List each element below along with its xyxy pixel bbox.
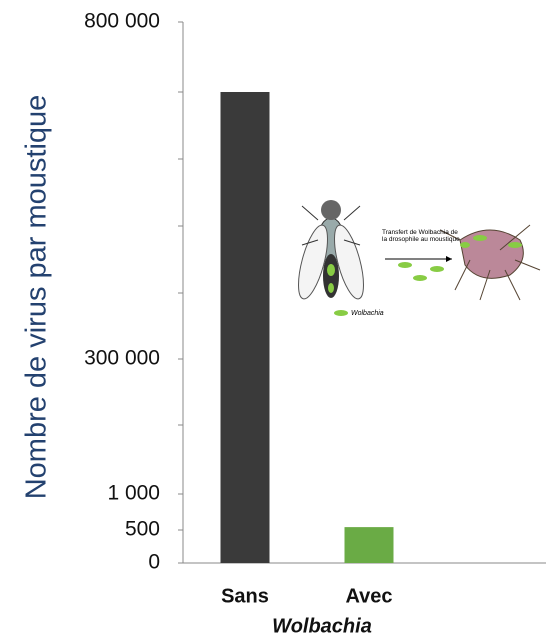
chart: Nombre de virus par moustique Wolbachia … [0,0,547,644]
y-tick-label: 0 [148,551,160,574]
x-tick-label: Avec [345,585,392,607]
y-tick-label: 300 000 [84,347,160,370]
x-axis-title: Wolbachia [272,615,372,637]
y-axis-title: Nombre de virus par moustique [21,95,53,500]
transfer-annotation: Transfert de Wolbachia de la drosophile … [382,229,460,243]
y-tick-label: 1 000 [107,482,160,505]
y-tick-label: 500 [125,518,160,541]
y-tick-label: 800 000 [84,10,160,33]
x-tick-label: Sans [221,585,269,607]
legend-annotation: Wolbachia [351,310,384,317]
annotation-box: Transfert de Wolbachia de la drosophile … [382,229,460,259]
bar [345,527,394,563]
bar [221,92,270,563]
